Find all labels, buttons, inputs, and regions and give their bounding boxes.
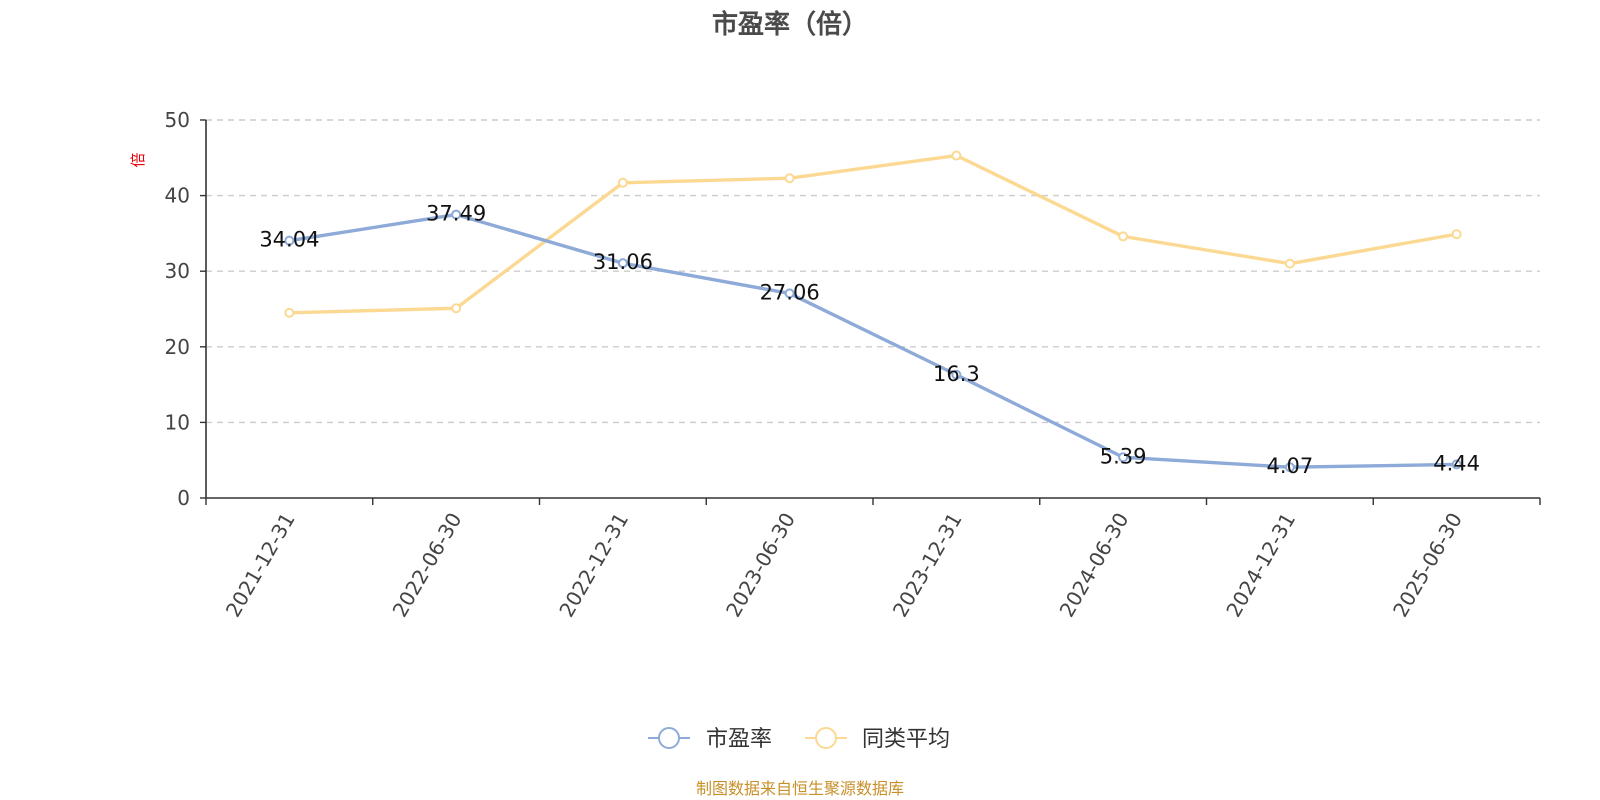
data-label: 4.44 — [1433, 451, 1480, 475]
data-point[interactable] — [1118, 231, 1129, 242]
data-source-note: 制图数据来自恒生聚源数据库 — [696, 779, 904, 798]
x-tick-label: 2022-12-31 — [554, 509, 633, 622]
data-point[interactable] — [617, 258, 628, 269]
data-point[interactable] — [1284, 462, 1295, 473]
legend: 市盈率 同类平均 — [648, 727, 950, 752]
x-tick-label: 2021-12-31 — [221, 509, 300, 622]
x-axis-ticks: 2021-12-31 2022-06-30 2022-12-31 2023-06-30… — [205, 498, 1541, 622]
x-tick-label: 2025-06-30 — [1388, 509, 1467, 622]
data-point[interactable] — [284, 307, 295, 318]
data-labels: 34.04 37.49 31.06 27.06 16.3 5.39 4.07 4.44 — [259, 202, 1480, 479]
legend-item-series-2[interactable]: 同类平均 — [805, 727, 950, 752]
data-point[interactable] — [1451, 459, 1462, 470]
x-tick-label: 2022-06-30 — [388, 509, 467, 622]
data-label: 37.49 — [426, 202, 486, 226]
legend-marker-series-2 — [815, 727, 837, 749]
data-label: 27.06 — [760, 280, 820, 304]
data-label: 31.06 — [593, 250, 653, 274]
x-tick-label: 2023-12-31 — [888, 509, 967, 622]
data-point[interactable] — [951, 369, 962, 380]
x-tick-label: 2023-06-30 — [721, 509, 800, 622]
x-tick-label: 2024-06-30 — [1055, 509, 1134, 622]
y-axis-ticks: 0 10 20 30 40 50 — [165, 108, 206, 510]
grid-lines — [206, 119, 1540, 424]
legend-label-series-1: 市盈率 — [706, 727, 772, 752]
legend-marker-series-1 — [658, 727, 680, 749]
data-label: 4.07 — [1266, 454, 1313, 478]
y-tick-label: 40 — [165, 184, 190, 208]
data-point[interactable] — [1284, 258, 1295, 269]
legend-label-series-2: 同类平均 — [862, 727, 950, 752]
legend-item-series-1[interactable]: 市盈率 — [648, 727, 772, 752]
y-tick-label: 20 — [165, 335, 190, 359]
data-point[interactable] — [451, 303, 462, 314]
data-point[interactable] — [451, 209, 462, 220]
y-tick-label: 30 — [165, 259, 190, 283]
data-point[interactable] — [951, 150, 962, 161]
data-label: 16.3 — [933, 362, 980, 386]
y-tick-label: 0 — [177, 486, 190, 510]
chart-title: 市盈率（倍） — [712, 9, 868, 40]
data-label: 34.04 — [259, 228, 319, 252]
x-tick-label: 2024-12-31 — [1221, 509, 1300, 622]
data-point[interactable] — [784, 173, 795, 184]
data-point[interactable] — [784, 288, 795, 299]
series-line-2 — [287, 153, 1459, 315]
series-lines — [284, 150, 1462, 473]
data-point[interactable] — [1451, 229, 1462, 240]
data-point[interactable] — [1118, 452, 1129, 463]
data-label: 5.39 — [1100, 444, 1147, 468]
series-line-1 — [287, 212, 1459, 469]
y-axis-unit-label: 倍 — [129, 152, 147, 167]
y-tick-label: 10 — [165, 410, 190, 434]
data-point[interactable] — [284, 235, 295, 246]
y-tick-label: 50 — [165, 108, 190, 132]
data-point[interactable] — [617, 177, 628, 188]
